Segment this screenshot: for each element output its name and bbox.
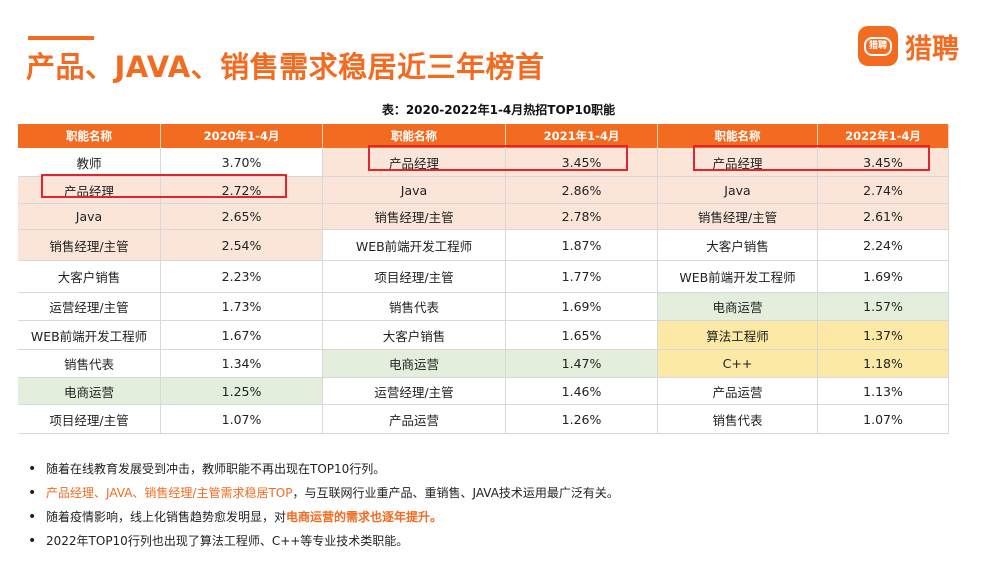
highlight-box: [693, 145, 930, 171]
table-cell-pct: 1.46%: [506, 378, 658, 405]
table-cell-name: 销售代表: [323, 293, 506, 321]
table-cell-pct: 2.54%: [161, 230, 323, 261]
table-cell-name: 电商运营: [18, 378, 161, 405]
table-cell-name: WEB前端开发工程师: [323, 230, 506, 261]
table-header-name: 职能名称: [323, 124, 506, 148]
note-text: 随着在线教育发展受到冲击，教师职能不再出现在TOP10行列。: [46, 462, 386, 476]
table-header-period: 2022年1-4月: [818, 124, 949, 148]
table-cell-pct: 1.07%: [818, 405, 949, 434]
table-cell-name: Java: [658, 177, 818, 204]
table-cell-pct: 1.13%: [818, 378, 949, 405]
table-cell-pct: 2.86%: [506, 177, 658, 204]
note-text: ，与互联网行业重产品、重销售、JAVA技术运用最广泛有关。: [292, 486, 619, 500]
logo-text: 猎聘: [905, 33, 959, 65]
table-cell-name: 教师: [18, 148, 161, 177]
table-cell-name: Java: [323, 177, 506, 204]
table-cell-name: 销售代表: [18, 350, 161, 378]
table-cell-name: 运营经理/主管: [18, 293, 161, 321]
table-cell-pct: 1.77%: [506, 261, 658, 293]
note-text: 随着疫情影响，线上化销售趋势愈发明显，对: [46, 510, 287, 524]
table-cell-name: 销售经理/主管: [18, 230, 161, 261]
table-header-name: 职能名称: [18, 124, 161, 148]
table-cell-name: 运营经理/主管: [323, 378, 506, 405]
table-cell-pct: 3.70%: [161, 148, 323, 177]
table-cell-pct: 2.65%: [161, 204, 323, 230]
table-cell-name: 产品经理: [658, 148, 818, 177]
table-cell-pct: 1.73%: [161, 293, 323, 321]
table-cell-pct: 2.72%: [161, 177, 323, 204]
table-cell-name: 项目经理/主管: [18, 405, 161, 434]
table-cell-pct: 1.65%: [506, 321, 658, 350]
table-cell-pct: 2.24%: [818, 230, 949, 261]
table-cell-pct: 1.47%: [506, 350, 658, 378]
table-cell-name: 电商运营: [658, 293, 818, 321]
table-header-period: 2021年1-4月: [506, 124, 658, 148]
table-caption: 表：2020-2022年1-4月热招TOP10职能: [381, 103, 616, 117]
table-header-name: 职能名称: [658, 124, 818, 148]
highlight-box: [368, 145, 628, 171]
table-cell-name: 项目经理/主管: [323, 261, 506, 293]
table-cell-pct: 1.25%: [161, 378, 323, 405]
table-cell-pct: 1.69%: [818, 261, 949, 293]
table-cell-name: 电商运营: [323, 350, 506, 378]
table-cell-name: WEB前端开发工程师: [18, 321, 161, 350]
title-accent-bar: [28, 36, 94, 40]
table-cell-name: Java: [18, 204, 161, 230]
table-cell-pct: 1.69%: [506, 293, 658, 321]
table-cell-name: 产品运营: [323, 405, 506, 434]
table-cell-pct: 1.07%: [161, 405, 323, 434]
table-cell-pct: 2.78%: [506, 204, 658, 230]
logo-icon: 猎聘: [858, 26, 898, 66]
table-cell-name: 销售经理/主管: [323, 204, 506, 230]
note-item-1: • 随着在线教育发展受到冲击，教师职能不再出现在TOP10行列。: [26, 457, 976, 481]
logo-mark-text: 猎聘: [863, 36, 892, 56]
table-cell-name: 算法工程师: [658, 321, 818, 350]
note-item-4: • 2022年TOP10行列也出现了算法工程师、C++等专业技术类职能。: [26, 529, 976, 553]
table-cell-pct: 1.37%: [818, 321, 949, 350]
table-cell-pct: 1.26%: [506, 405, 658, 434]
note-item-3: • 随着疫情影响，线上化销售趋势愈发明显，对电商运营的需求也逐年提升。: [26, 505, 976, 529]
table-cell-name: 销售代表: [658, 405, 818, 434]
table-cell-pct: 1.34%: [161, 350, 323, 378]
table-cell-name: 产品经理: [323, 148, 506, 177]
liepin-logo: 猎聘 猎聘: [858, 26, 959, 66]
table-cell-pct: 1.18%: [818, 350, 949, 378]
table-cell-name: 产品运营: [658, 378, 818, 405]
note-highlight: 产品经理、JAVA、销售经理/主管需求稳居TOP: [46, 486, 293, 500]
bullet-icon: •: [28, 485, 37, 501]
table-cell-name: 大客户销售: [658, 230, 818, 261]
table-cell-pct: 2.61%: [818, 204, 949, 230]
page-title: 产品、JAVA、销售需求稳居近三年榜首: [26, 50, 545, 84]
note-text: 2022年TOP10行列也出现了算法工程师、C++等专业技术类职能。: [46, 534, 409, 548]
table-cell-name: WEB前端开发工程师: [658, 261, 818, 293]
bullet-icon: •: [28, 533, 37, 549]
table-cell-name: C++: [658, 350, 818, 378]
note-item-2: • 产品经理、JAVA、销售经理/主管需求稳居TOP，与互联网行业重产品、重销售…: [26, 481, 976, 505]
table-cell-pct: 2.74%: [818, 177, 949, 204]
table-cell-pct: 2.23%: [161, 261, 323, 293]
table-cell-pct: 3.45%: [506, 148, 658, 177]
bullet-icon: •: [28, 461, 37, 477]
table-cell-pct: 1.67%: [161, 321, 323, 350]
table-cell-name: 大客户销售: [18, 261, 161, 293]
bullet-icon: •: [28, 509, 37, 525]
table-header-period: 2020年1-4月: [161, 124, 323, 148]
table-cell-name: 销售经理/主管: [658, 204, 818, 230]
table-cell-pct: 3.45%: [818, 148, 949, 177]
notes-list: • 随着在线教育发展受到冲击，教师职能不再出现在TOP10行列。 • 产品经理、…: [26, 457, 976, 553]
highlight-box: [41, 174, 287, 198]
note-highlight: 电商运营的需求也逐年提升。: [286, 510, 443, 524]
table-cell-pct: 1.57%: [818, 293, 949, 321]
top10-table: 职能名称 2020年1-4月 教师 3.70% 产品经理 2.72% Java 2.65% 销售…: [18, 124, 949, 437]
table-cell-name: 大客户销售: [323, 321, 506, 350]
table-cell-pct: 1.87%: [506, 230, 658, 261]
